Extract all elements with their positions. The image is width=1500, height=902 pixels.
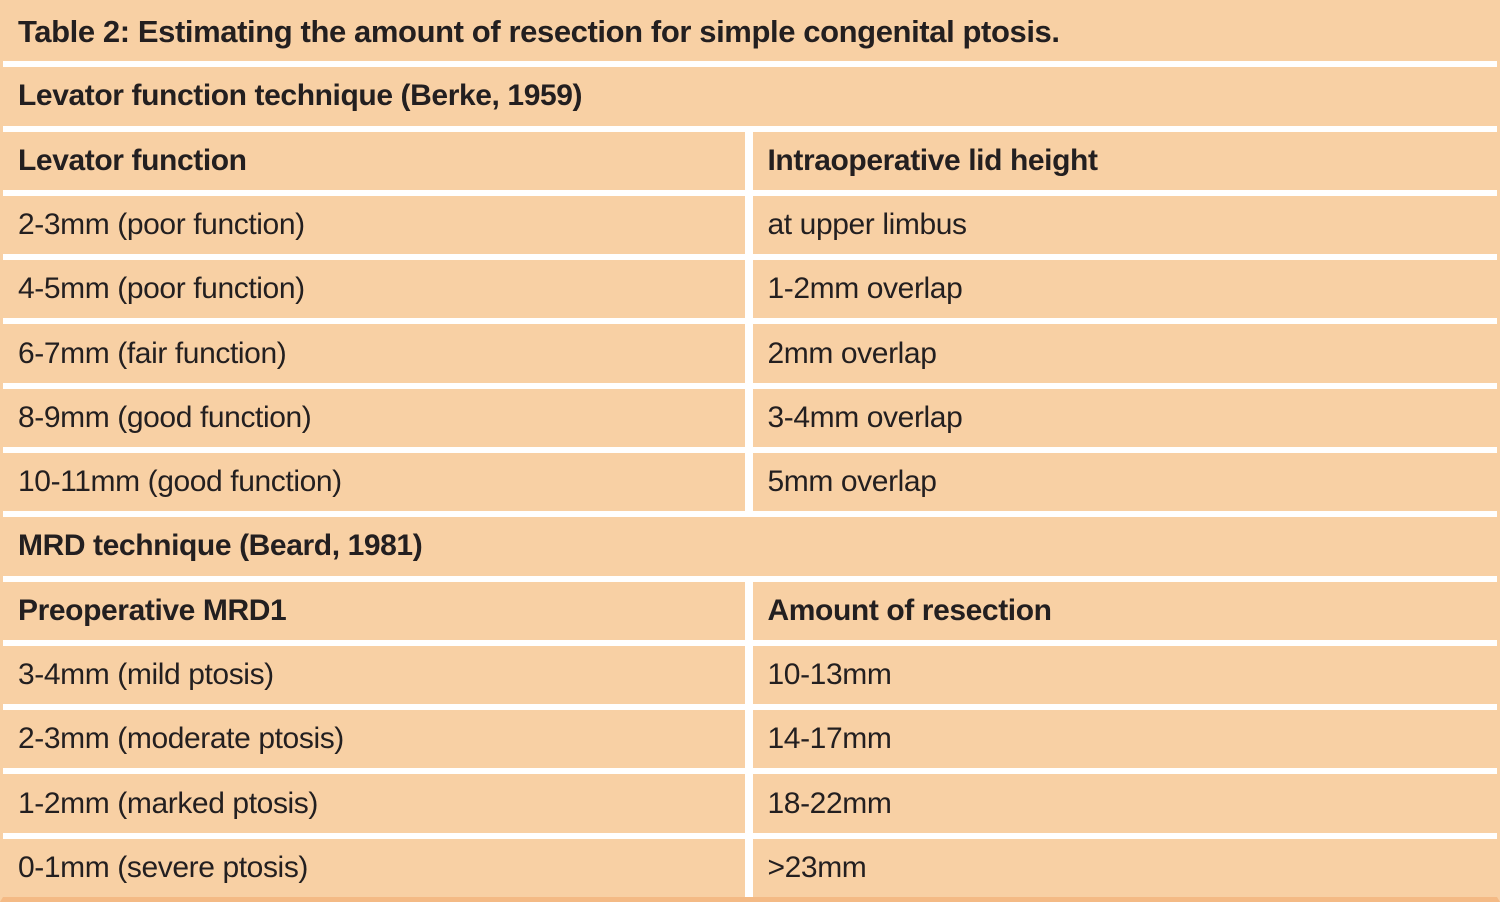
data-cell: 2-3mm (moderate ptosis) — [3, 710, 745, 769]
column-header-intraoperative-lid-height: Intraoperative lid height — [752, 131, 1497, 190]
column-header-levator-function: Levator function — [3, 131, 745, 190]
table-row: MRD technique (Beard, 1981) — [3, 517, 1497, 576]
table-row: 4-5mm (poor function) 1-2mm overlap — [3, 260, 1497, 319]
table-row: Levator function Intraoperative lid heig… — [3, 131, 1497, 190]
table-row: 8-9mm (good function) 3-4mm overlap — [3, 388, 1497, 447]
column-header-preoperative-mrd1: Preoperative MRD1 — [3, 581, 745, 640]
data-cell: 5mm overlap — [752, 452, 1497, 512]
table-row: 0-1mm (severe ptosis) >23mm — [3, 838, 1497, 897]
table-row: Preoperative MRD1 Amount of resection — [3, 581, 1497, 640]
data-cell: 3-4mm overlap — [752, 388, 1497, 447]
data-cell: at upper limbus — [752, 195, 1497, 255]
data-cell: 8-9mm (good function) — [3, 388, 745, 447]
table-row: 2-3mm (poor function) at upper limbus — [3, 195, 1497, 255]
table-row: 10-11mm (good function) 5mm overlap — [3, 452, 1497, 512]
data-cell: 14-17mm — [752, 710, 1497, 769]
data-cell: 18-22mm — [752, 774, 1497, 833]
section-header-levator-technique: Levator function technique (Berke, 1959) — [3, 67, 1497, 126]
data-cell: 1-2mm overlap — [752, 260, 1497, 319]
table-title: Table 2: Estimating the amount of resect… — [3, 3, 1497, 62]
data-cell: 4-5mm (poor function) — [3, 260, 745, 319]
table-row: 1-2mm (marked ptosis) 18-22mm — [3, 774, 1497, 833]
data-cell: 0-1mm (severe ptosis) — [3, 838, 745, 897]
column-header-amount-of-resection: Amount of resection — [752, 581, 1497, 640]
table-row: 3-4mm (mild ptosis) 10-13mm — [3, 645, 1497, 705]
section-header-mrd-technique: MRD technique (Beard, 1981) — [3, 517, 1497, 576]
data-cell: 10-11mm (good function) — [3, 452, 745, 512]
data-cell: >23mm — [752, 838, 1497, 897]
data-cell: 2-3mm (poor function) — [3, 195, 745, 255]
data-cell: 10-13mm — [752, 645, 1497, 705]
data-cell: 1-2mm (marked ptosis) — [3, 774, 745, 833]
table-row: Table 2: Estimating the amount of resect… — [3, 3, 1497, 62]
data-cell: 6-7mm (fair function) — [3, 324, 745, 383]
table-row: Levator function technique (Berke, 1959) — [3, 67, 1497, 126]
table-row: 6-7mm (fair function) 2mm overlap — [3, 324, 1497, 383]
data-cell: 2mm overlap — [752, 324, 1497, 383]
data-cell: 3-4mm (mild ptosis) — [3, 645, 745, 705]
table-row: 2-3mm (moderate ptosis) 14-17mm — [3, 710, 1497, 769]
